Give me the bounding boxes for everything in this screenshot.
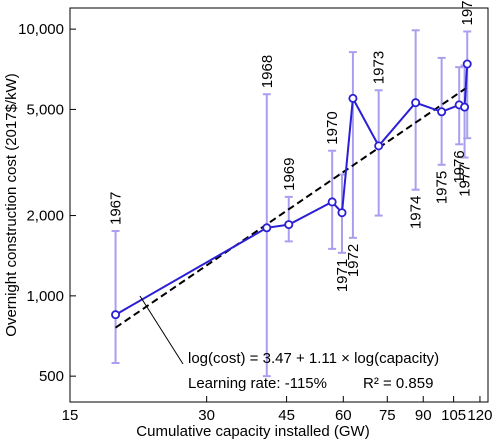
x-axis-label: Cumulative capacity installed (GW) [136, 423, 369, 440]
data-point [460, 102, 470, 112]
year-label: 1973 [371, 51, 388, 84]
data-point [262, 223, 272, 233]
year-label: 1967 [108, 192, 125, 225]
y-tick-label: 10,000 [18, 21, 64, 38]
year-label: 1978 [459, 0, 476, 26]
fit-layer [114, 86, 468, 329]
year-label: 1971 [334, 259, 351, 292]
y-axis: 500 1,000 2,000 5,000 10,000 [18, 21, 76, 385]
year-label: 1974 [408, 196, 425, 229]
y-tick-label: 5,000 [26, 101, 64, 118]
fit-equation: log(cost) = 3.47 + 1.11 × log(capacity) [188, 350, 439, 367]
x-tick-label: 75 [379, 407, 396, 424]
data-point [337, 208, 347, 218]
data-point [284, 220, 294, 230]
year-label: 1968 [259, 55, 276, 88]
year-labels: 1967196819691970197119721973197419751976… [108, 0, 477, 292]
x-tick-label: 30 [198, 407, 215, 424]
y-axis-label: Overnight construction cost (2017$/kW) [3, 73, 20, 336]
y-tick-label: 500 [39, 368, 64, 385]
data-point [111, 310, 121, 320]
x-tick-label: 60 [335, 407, 352, 424]
annotation-pointer [139, 295, 184, 365]
data-point [462, 59, 472, 69]
x-tick-label: 15 [62, 407, 79, 424]
series-layer [111, 59, 472, 320]
learning-rate: Learning rate: -115% [188, 375, 327, 392]
x-tick-label: 120 [467, 407, 492, 424]
year-label: 1977 [457, 164, 474, 197]
data-point [348, 93, 358, 103]
data-point [411, 98, 421, 108]
year-label: 1972 [345, 244, 362, 277]
plot-frame [69, 7, 489, 403]
x-tick-label: 105 [441, 407, 466, 424]
data-point [374, 141, 384, 151]
x-tick-label: 45 [278, 407, 295, 424]
data-point [437, 107, 447, 117]
y-tick-label: 2,000 [26, 208, 64, 225]
x-tick-label: 90 [415, 407, 432, 424]
year-label: 1970 [324, 111, 341, 144]
data-point [327, 197, 337, 207]
error-bars [111, 29, 472, 378]
y-tick-label: 1,000 [26, 288, 64, 305]
year-label: 1969 [281, 158, 298, 191]
year-label: 1976 [451, 150, 468, 183]
r-squared: R² = 0.859 [363, 375, 433, 392]
year-label: 1975 [434, 171, 451, 204]
fit-line [114, 86, 468, 329]
x-axis: 15 30 45 60 75 90 105 120 [62, 396, 492, 424]
